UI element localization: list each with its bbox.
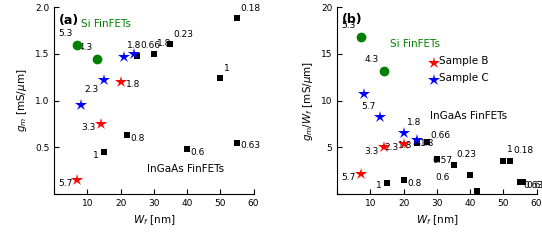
Text: 0.18: 0.18 [513, 146, 533, 155]
X-axis label: $W_f$ [nm]: $W_f$ [nm] [416, 214, 458, 227]
Text: 1.8: 1.8 [157, 39, 172, 48]
Text: 3.3: 3.3 [81, 123, 96, 132]
Text: 5.7: 5.7 [341, 173, 356, 182]
Text: (a): (a) [59, 14, 80, 27]
Text: 0.63: 0.63 [240, 141, 260, 150]
Text: Si FinFETs: Si FinFETs [81, 18, 131, 29]
Text: 4.3: 4.3 [365, 55, 379, 64]
Text: 5.3: 5.3 [341, 22, 356, 30]
Text: 1.8: 1.8 [398, 141, 412, 150]
Text: 2.3: 2.3 [85, 85, 99, 94]
Text: 4.3: 4.3 [78, 43, 92, 52]
Text: 0.66: 0.66 [430, 131, 450, 140]
Y-axis label: $g_m/W_f$ [mS/$\mu$m]: $g_m/W_f$ [mS/$\mu$m] [301, 61, 315, 141]
Text: Sample C: Sample C [438, 73, 488, 83]
Text: Sample B: Sample B [438, 56, 488, 66]
Text: 0.23: 0.23 [174, 30, 194, 39]
Text: 1.8: 1.8 [127, 41, 141, 50]
Text: 0.63: 0.63 [527, 181, 542, 190]
Text: 0.8: 0.8 [407, 179, 421, 188]
Text: 1: 1 [93, 151, 99, 160]
Text: 5.7: 5.7 [58, 179, 73, 188]
Text: 0.63: 0.63 [523, 181, 542, 190]
Text: InGaAs FinFETs: InGaAs FinFETs [430, 111, 507, 121]
Y-axis label: $g_m$ [mS/$\mu$m]: $g_m$ [mS/$\mu$m] [15, 69, 29, 132]
Text: 1.8: 1.8 [407, 118, 421, 127]
Text: 0.8: 0.8 [131, 134, 145, 143]
X-axis label: $W_f$ [nm]: $W_f$ [nm] [133, 214, 175, 227]
Text: 0.6: 0.6 [190, 148, 205, 157]
Text: 5.7: 5.7 [361, 102, 376, 111]
Text: 1.8: 1.8 [420, 139, 435, 148]
Text: 0.23: 0.23 [457, 150, 477, 159]
Text: 1: 1 [376, 182, 382, 190]
Text: Si FinFETs: Si FinFETs [390, 39, 441, 49]
Text: 0.57: 0.57 [432, 156, 452, 165]
Text: 2.3: 2.3 [384, 143, 399, 152]
Text: InGaAs FinFETs: InGaAs FinFETs [147, 164, 224, 174]
Text: 0.66: 0.66 [140, 41, 160, 50]
Text: 3.3: 3.3 [364, 147, 379, 156]
Text: 5.3: 5.3 [58, 29, 73, 38]
Text: 0.6: 0.6 [436, 173, 450, 182]
Text: 1: 1 [224, 64, 229, 73]
Text: 1.8: 1.8 [126, 80, 140, 89]
Text: 0.18: 0.18 [240, 4, 260, 13]
Text: 1: 1 [507, 145, 512, 154]
Text: (b): (b) [342, 13, 363, 26]
